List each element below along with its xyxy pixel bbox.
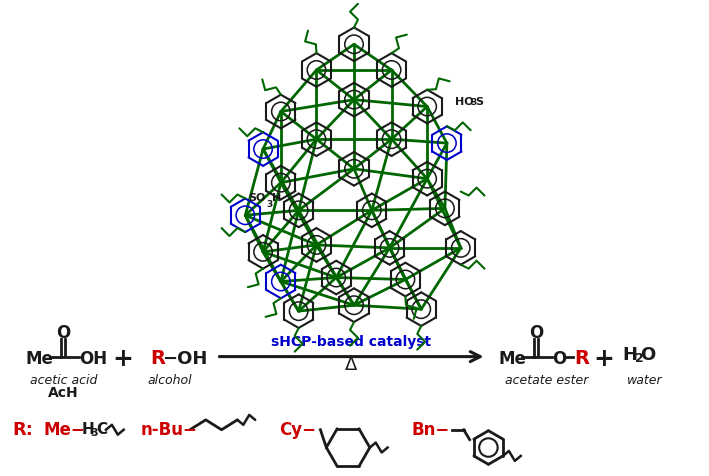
Text: SO: SO — [249, 193, 266, 203]
Text: R: R — [150, 349, 165, 368]
Text: sHCP-based catalyst: sHCP-based catalyst — [271, 335, 431, 349]
Text: Cy−: Cy− — [279, 421, 316, 439]
Text: OH: OH — [79, 349, 107, 367]
Text: 3: 3 — [266, 200, 272, 209]
Text: O: O — [552, 349, 566, 367]
Text: acetic acid: acetic acid — [30, 374, 97, 387]
Text: n-Bu−: n-Bu− — [140, 421, 197, 439]
Text: 3: 3 — [90, 428, 98, 438]
Text: Bn−: Bn− — [411, 421, 450, 439]
Text: O: O — [641, 346, 656, 364]
Text: +: + — [112, 347, 133, 371]
Text: Me: Me — [498, 349, 526, 367]
Text: Me−: Me− — [44, 421, 85, 439]
Text: 2: 2 — [635, 352, 644, 365]
Text: H: H — [623, 346, 638, 364]
Text: O: O — [529, 324, 543, 342]
Text: C: C — [96, 422, 107, 437]
Text: R:: R: — [12, 421, 33, 439]
Text: O: O — [56, 324, 71, 342]
Text: H: H — [82, 422, 94, 437]
Text: 3: 3 — [471, 98, 477, 107]
Text: HO: HO — [454, 97, 474, 107]
Text: alcohol: alcohol — [148, 374, 192, 387]
Text: water: water — [627, 374, 662, 387]
Text: S: S — [476, 97, 484, 107]
Text: R: R — [574, 349, 589, 368]
Text: +: + — [593, 347, 615, 371]
Text: AcH: AcH — [48, 386, 79, 400]
Text: acetate ester: acetate ester — [505, 374, 588, 387]
Text: Me: Me — [26, 349, 54, 367]
Text: H: H — [272, 193, 281, 203]
Text: −OH: −OH — [162, 349, 208, 367]
Text: Δ: Δ — [345, 356, 357, 374]
